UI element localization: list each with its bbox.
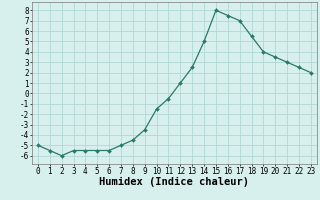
X-axis label: Humidex (Indice chaleur): Humidex (Indice chaleur) <box>100 177 249 187</box>
